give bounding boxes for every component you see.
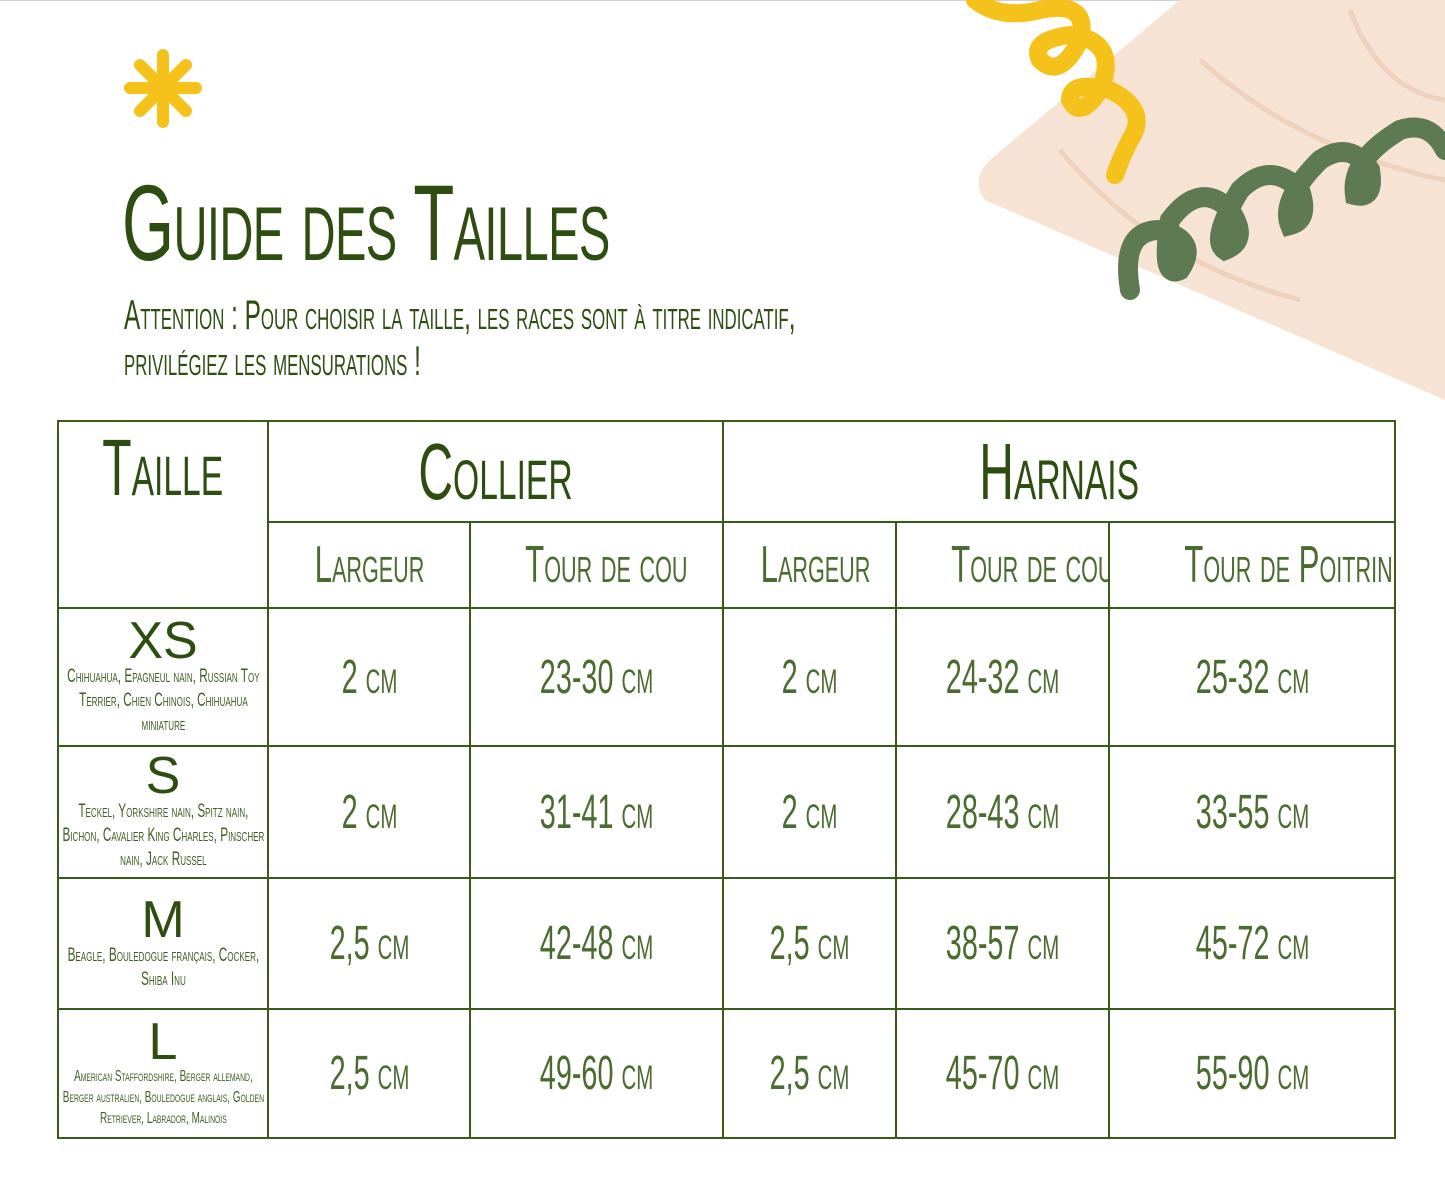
green-spiral-icon [1118,117,1445,300]
breeds-text: American Staffordshire, Berger allemand,… [62,1068,264,1127]
value-cell: 25-32 cm [1108,607,1397,747]
header-harnais: Harnais [722,420,1397,523]
subheader-cell: Largeur [722,521,898,609]
value: 25-32 cm [1195,650,1309,704]
value: 31-41 cm [539,785,654,839]
value: 55-90 cm [1195,1047,1309,1100]
size-label: L [148,1013,178,1071]
subheader-label: Largeur [760,536,871,594]
value: 2,5 cm [329,917,409,970]
value: 38-57 cm [945,917,1060,970]
decoration [124,0,1445,400]
value-cell: 31-41 cm [468,745,725,879]
subheader-cell: Tour de cou [895,521,1111,609]
size-cell: XS Chihuahua, Epagneul nain, Russian Toy … [57,607,269,747]
header-taille-label: Taille [102,423,224,512]
subheader-label: Largeur [314,536,424,594]
value-cell: 33-55 cm [1108,745,1397,879]
asterisk-icon [124,49,202,128]
value: 2 cm [781,650,838,704]
size-cell: L American Staffordshire, Berger allemand… [57,1008,269,1139]
value-cell: 28-43 cm [895,745,1111,879]
value: 2,5 cm [769,917,850,970]
value: 33-55 cm [1195,785,1309,839]
value: 2 cm [341,785,397,839]
value: 23-30 cm [539,650,654,704]
size-cell: M Beagle, Bouledogue français, Cocker, Sh… [57,877,269,1010]
breeds-text: Beagle, Bouledogue français, Cocker, Shi… [67,944,259,990]
value-cell: 2 cm [267,607,471,747]
value: 28-43 cm [945,785,1060,839]
value-cell: 2,5 cm [722,1008,898,1139]
size-label: XS [128,612,198,670]
value-cell: 38-57 cm [895,877,1111,1010]
value-cell: 23-30 cm [468,607,725,747]
value-cell: 2,5 cm [267,1008,471,1139]
breeds-text: Chihuahua, Epagneul nain, Russian Toy Te… [66,666,260,735]
value: 45-72 cm [1195,917,1309,970]
value: 2 cm [341,650,397,704]
subheader-label: Tour de Poitrine [1184,536,1396,594]
value: 24-32 cm [945,650,1060,704]
subtitle-line-2: privilégiez les mensurations ! [124,337,421,384]
page-title: Guide des Tailles [122,162,610,283]
table-row: M Beagle, Bouledogue français, Cocker, Sh… [57,877,1397,1010]
subheader-cell: Largeur [267,521,471,609]
value: 2,5 cm [329,1047,409,1100]
subtitle: Attention : Pour choisir la taille, les … [124,292,795,384]
value: 45-70 cm [945,1047,1060,1100]
value-cell: 45-72 cm [1108,877,1397,1010]
subheader-label: Tour de cou [951,536,1110,594]
table-row: XS Chihuahua, Epagneul nain, Russian Toy … [57,607,1397,747]
table-row: S Teckel, Yorkshire nain, Spitz nain, Bic… [57,745,1397,879]
value-cell: 42-48 cm [468,877,725,1010]
header-taille: Taille [57,420,269,609]
breeds-text: Teckel, Yorkshire nain, Spitz nain, Bich… [62,801,264,870]
yellow-spiral-icon [966,0,1146,184]
value-cell: 49-60 cm [468,1008,725,1139]
value: 2 cm [781,785,838,839]
size-label: S [145,747,181,805]
size-label: M [141,890,185,949]
value-cell: 45-70 cm [895,1008,1111,1139]
subheader-cell: Tour de Poitrine [1108,521,1397,609]
value-cell: 24-32 cm [895,607,1111,747]
subtitle-line-1: Attention : Pour choisir la taille, les … [124,291,796,338]
subheader-cell: Tour de cou [468,521,725,609]
subheader-label: Tour de cou [525,536,688,594]
value: 49-60 cm [539,1047,654,1100]
header-collier-label: Collier [418,426,573,516]
value-cell: 2 cm [267,745,471,879]
header-harnais-label: Harnais [979,426,1139,516]
size-cell: S Teckel, Yorkshire nain, Spitz nain, Bic… [57,745,269,879]
value: 2,5 cm [769,1047,850,1100]
size-table: Taille Collier Harnais Largeur Tour de c… [57,420,1397,1139]
value: 42-48 cm [539,917,654,970]
top-border [0,0,1445,1]
value-cell: 2,5 cm [722,877,898,1010]
value-cell: 2 cm [722,745,898,879]
value-cell: 2,5 cm [267,877,471,1010]
table-row: L American Staffordshire, Berger allemand… [57,1008,1397,1139]
value-cell: 55-90 cm [1108,1008,1397,1139]
value-cell: 2 cm [722,607,898,747]
header-collier: Collier [266,420,725,523]
